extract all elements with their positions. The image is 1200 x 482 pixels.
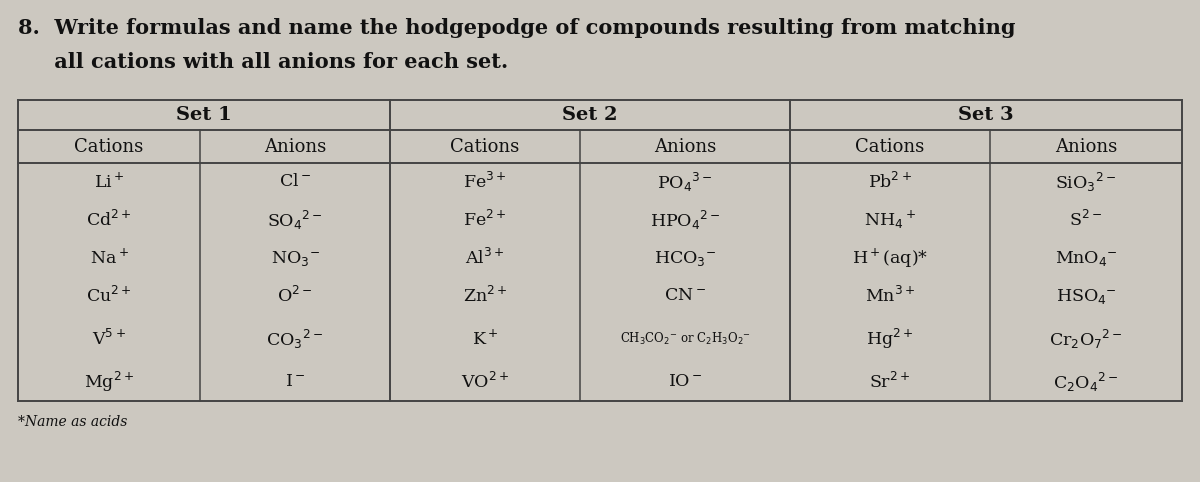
Text: Mn$^{3+}$: Mn$^{3+}$ — [865, 286, 916, 306]
Text: Set 3: Set 3 — [958, 106, 1014, 124]
Text: MnO$_4$$^{-}$: MnO$_4$$^{-}$ — [1055, 249, 1117, 268]
Text: HSO$_4$$^{-}$: HSO$_4$$^{-}$ — [1056, 286, 1116, 306]
Text: Cu$^{2+}$: Cu$^{2+}$ — [86, 286, 132, 306]
Text: Na$^+$: Na$^+$ — [90, 248, 128, 268]
Text: VO$^{2+}$: VO$^{2+}$ — [461, 372, 509, 392]
Text: Mg$^{2+}$: Mg$^{2+}$ — [84, 370, 134, 394]
Text: Set 1: Set 1 — [176, 106, 232, 124]
Text: Anions: Anions — [1055, 137, 1117, 156]
Text: CO$_3$$^{2-}$: CO$_3$$^{2-}$ — [266, 327, 324, 350]
Text: S$^{2-}$: S$^{2-}$ — [1069, 210, 1103, 230]
Text: Pb$^{2+}$: Pb$^{2+}$ — [868, 172, 912, 192]
Text: Cations: Cations — [74, 137, 144, 156]
Text: Hg$^{2+}$: Hg$^{2+}$ — [866, 327, 913, 351]
Text: CN$^-$: CN$^-$ — [664, 287, 706, 305]
Text: Cr$_2$O$_7$$^{2-}$: Cr$_2$O$_7$$^{2-}$ — [1049, 327, 1123, 350]
Text: Cl$^-$: Cl$^-$ — [278, 174, 311, 190]
Text: all cations with all anions for each set.: all cations with all anions for each set… — [18, 52, 509, 72]
Text: *Name as acids: *Name as acids — [18, 415, 127, 429]
Text: O$^{2-}$: O$^{2-}$ — [277, 286, 313, 306]
Text: NO$_3$$^{-}$: NO$_3$$^{-}$ — [270, 249, 319, 268]
Text: Anions: Anions — [654, 137, 716, 156]
Text: Al$^{3+}$: Al$^{3+}$ — [466, 248, 505, 268]
Text: PO$_4$$^{3-}$: PO$_4$$^{3-}$ — [658, 171, 713, 194]
Text: Li$^+$: Li$^+$ — [94, 173, 125, 192]
Text: SiO$_3$$^{2-}$: SiO$_3$$^{2-}$ — [1055, 171, 1117, 194]
Text: 8.  Write formulas and name the hodgepodge of compounds resulting from matching: 8. Write formulas and name the hodgepodg… — [18, 18, 1015, 38]
Text: Cd$^{2+}$: Cd$^{2+}$ — [86, 210, 132, 230]
Text: K$^+$: K$^+$ — [472, 329, 498, 348]
Text: Set 2: Set 2 — [563, 106, 618, 124]
Text: SO$_4$$^{2-}$: SO$_4$$^{2-}$ — [268, 208, 323, 231]
Text: Cations: Cations — [450, 137, 520, 156]
Text: HPO$_4$$^{2-}$: HPO$_4$$^{2-}$ — [649, 208, 720, 231]
Text: HCO$_3$$^{-}$: HCO$_3$$^{-}$ — [654, 249, 716, 268]
Text: V$^{5+}$: V$^{5+}$ — [92, 329, 126, 349]
Text: IO$^-$: IO$^-$ — [667, 374, 702, 390]
Text: H$^+$(aq)*: H$^+$(aq)* — [852, 246, 928, 269]
Text: CH$_3$CO$_2$$^{-}$ or C$_2$H$_3$O$_2$$^{-}$: CH$_3$CO$_2$$^{-}$ or C$_2$H$_3$O$_2$$^{… — [619, 331, 750, 347]
Text: Fe$^{3+}$: Fe$^{3+}$ — [463, 172, 506, 192]
Text: Fe$^{2+}$: Fe$^{2+}$ — [463, 210, 506, 230]
Text: Zn$^{2+}$: Zn$^{2+}$ — [463, 286, 508, 306]
Text: C$_2$O$_4$$^{2-}$: C$_2$O$_4$$^{2-}$ — [1054, 371, 1118, 393]
Text: NH$_4$$^+$: NH$_4$$^+$ — [864, 209, 916, 231]
Text: Sr$^{2+}$: Sr$^{2+}$ — [869, 372, 911, 392]
Text: Anions: Anions — [264, 137, 326, 156]
Text: Cations: Cations — [856, 137, 925, 156]
Text: I$^-$: I$^-$ — [284, 374, 305, 390]
